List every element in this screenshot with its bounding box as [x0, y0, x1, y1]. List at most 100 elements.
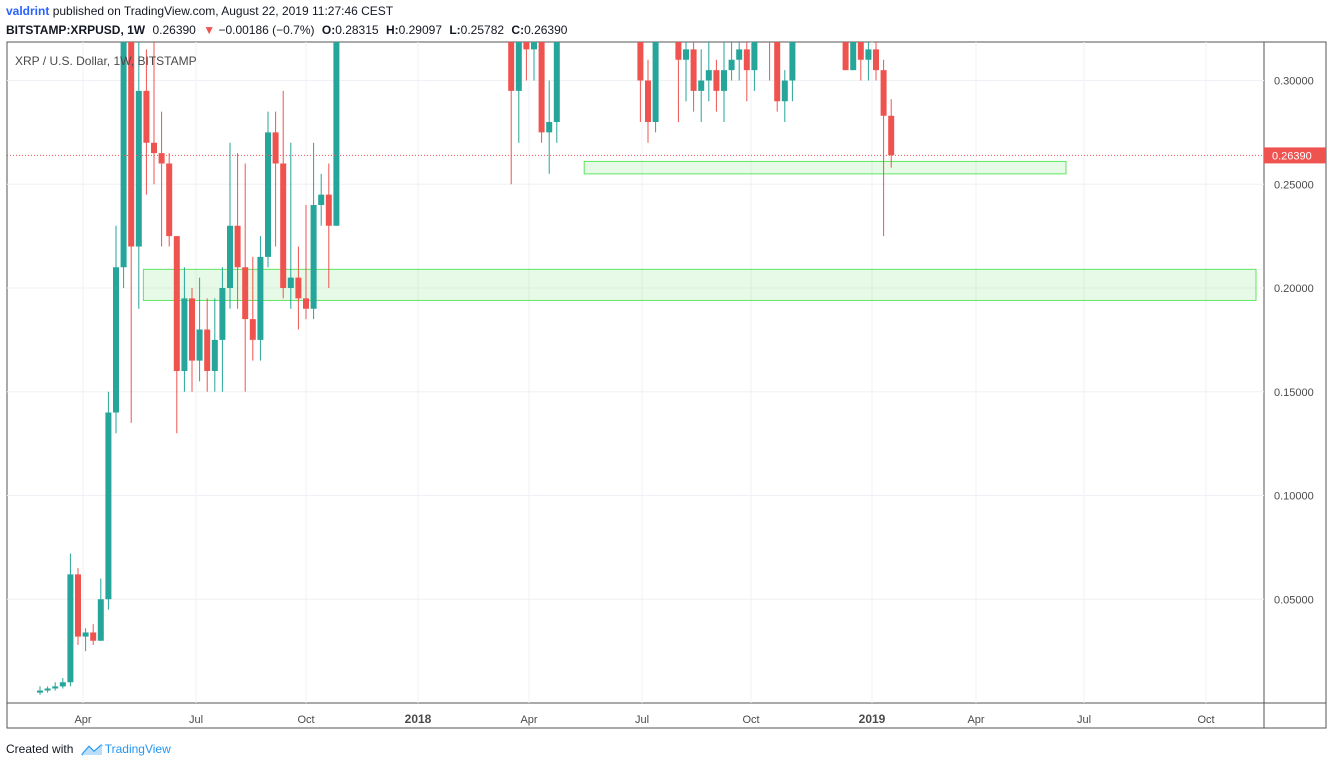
x-tick-label: Jul [1077, 714, 1091, 726]
candle-body [242, 267, 249, 320]
candle-body [249, 319, 256, 340]
candle-body [75, 574, 81, 637]
candle-body [189, 298, 195, 361]
high-label: H: [385, 23, 399, 37]
candle-body [523, 42, 530, 50]
x-tick-label: Oct [1197, 714, 1214, 726]
candle-body [767, 18, 773, 39]
candle-body [508, 42, 515, 91]
candle-body [272, 132, 279, 164]
x-tick-label: Jul [635, 714, 649, 726]
last-price: 0.26390 [152, 23, 196, 37]
candle-body [166, 163, 173, 237]
candle-body [774, 42, 781, 102]
candle-body [743, 49, 750, 71]
x-tick-label: 2018 [405, 712, 432, 726]
candle-body [645, 80, 651, 122]
candle-body [698, 80, 705, 91]
candle-body [151, 142, 157, 154]
high-value: 0.29097 [398, 23, 442, 37]
publisher-name[interactable]: valdrint [6, 4, 50, 18]
symbol-line: BITSTAMP:XRPUSD, 1W 0.26390 ▼ −0.00186 (… [6, 23, 571, 37]
candle-body [204, 329, 211, 371]
publish-line: valdrint published on TradingView.com, A… [6, 4, 393, 18]
candle-body [234, 225, 241, 268]
candle-body [515, 42, 522, 91]
candle-body [82, 632, 89, 637]
candle-body [173, 236, 180, 371]
chart-frame [6, 41, 1327, 729]
candle-body [325, 194, 332, 226]
tradingview-logo-icon [80, 744, 103, 756]
low-value: 0.25782 [460, 23, 505, 37]
candle-body [37, 690, 43, 693]
last-price-tag-label: 0.26390 [1272, 150, 1312, 162]
candle-body [97, 599, 104, 641]
x-tick-label: Apr [74, 714, 91, 726]
candle-body [781, 80, 788, 102]
candle-body [52, 686, 59, 689]
x-tick-label: Jul [189, 714, 203, 726]
y-tick-label: 0.05000 [1274, 594, 1314, 606]
close-label: C: [511, 23, 525, 37]
candle-body [546, 122, 553, 133]
y-tick-label: 0.15000 [1274, 387, 1314, 399]
candle-body [113, 267, 119, 413]
candle-body [683, 49, 689, 60]
candle-body [280, 163, 287, 288]
candle-body [842, 42, 849, 71]
candle-body [675, 42, 682, 60]
candle-body [158, 153, 165, 164]
down-arrow-icon: ▼ [203, 23, 216, 37]
price-change: −0.00186 (−0.7%) [218, 23, 315, 37]
candle-body [705, 70, 712, 81]
x-tick-label: 2019 [859, 712, 886, 726]
candle-body [318, 194, 325, 205]
candle-body [873, 49, 879, 71]
candle-body [181, 298, 188, 371]
candle-body [553, 42, 560, 122]
low-label: L: [449, 23, 461, 37]
candle-body [211, 339, 218, 371]
candle-body [789, 42, 796, 81]
candle-body [333, 42, 340, 226]
candle-body [880, 70, 887, 116]
candle-body [295, 277, 302, 299]
chart-title: XRP / U.S. Dollar, 1W, BITSTAMP [15, 54, 197, 68]
candle-body [90, 632, 97, 641]
candle-body [888, 115, 895, 156]
candle-body [303, 298, 309, 309]
footer: Created with TradingView [6, 742, 171, 756]
x-tick-label: Apr [520, 714, 537, 726]
symbol-label: BITSTAMP:XRPUSD, 1W [6, 23, 146, 37]
candle-body [652, 42, 659, 122]
candle-body [257, 256, 264, 340]
candle-body [759, 0, 765, 18]
candle-body [857, 42, 864, 60]
tradingview-brand[interactable]: TradingView [104, 742, 171, 756]
candle-body [128, 42, 135, 247]
x-tick-label: Oct [742, 714, 759, 726]
candle-body [227, 225, 233, 288]
close-value: 0.26390 [524, 23, 568, 37]
candle-body [287, 277, 294, 288]
y-tick-label: 0.20000 [1274, 283, 1314, 295]
candle-body [865, 49, 872, 60]
candle-body [531, 42, 537, 50]
open-value: 0.28315 [335, 23, 379, 37]
candle-body [690, 49, 697, 91]
candle-body [196, 329, 203, 361]
last-price-tag [1264, 147, 1326, 164]
support-zone [583, 160, 1067, 175]
candle-body [310, 205, 317, 309]
candle-body [219, 288, 226, 340]
y-tick-label: 0.25000 [1274, 179, 1314, 191]
candle-body [59, 682, 66, 687]
candle-body [637, 42, 644, 81]
candle-body [265, 132, 271, 257]
support-zone [142, 268, 1257, 301]
open-label: O: [321, 23, 336, 37]
candles-layer [7, 0, 1264, 695]
y-tick-label: 0.10000 [1274, 491, 1314, 503]
